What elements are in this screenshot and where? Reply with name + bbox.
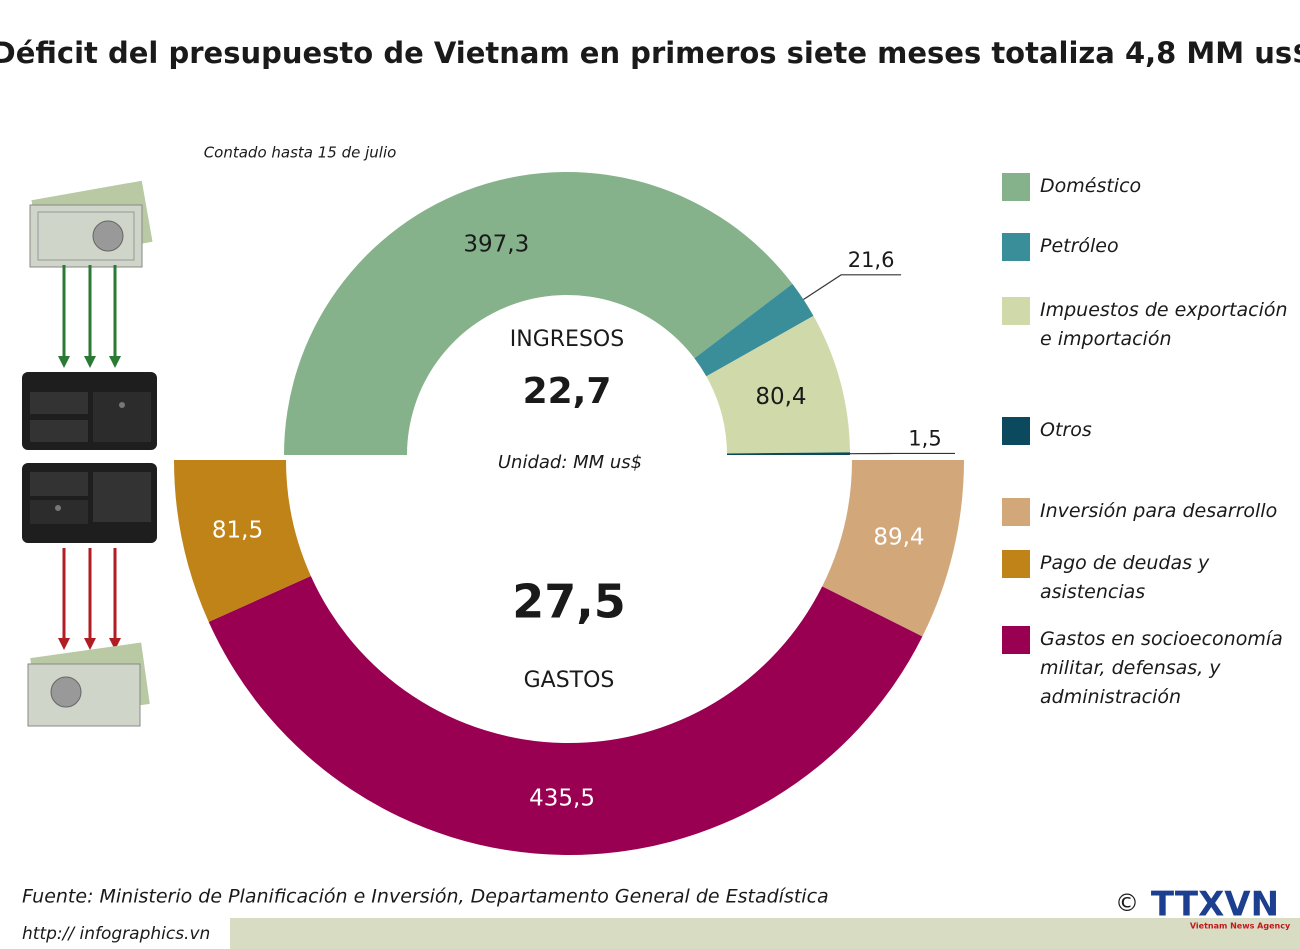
value-label: 397,3 [463, 232, 529, 258]
value-label: 81,5 [212, 518, 263, 544]
value-label: 80,4 [755, 384, 806, 410]
logo-subtitle: Vietnam News Agency [1190, 922, 1291, 931]
legend-swatch [1002, 173, 1030, 201]
legend-swatch [1002, 498, 1030, 526]
legend-item: Otros [1002, 416, 1292, 445]
value-label: 435,5 [529, 785, 595, 811]
footer-bar-left [0, 918, 230, 949]
donut-total: 22,7 [523, 371, 612, 412]
donut-title: GASTOS [524, 668, 615, 693]
legend-swatch [1002, 550, 1030, 578]
legend-item: Inversión para desarrollo [1002, 497, 1292, 526]
arrows-in [58, 265, 121, 368]
leader-line [803, 274, 902, 301]
donut-segment [208, 575, 923, 855]
title: Déficit del presupuesto de Vietnam en pr… [0, 36, 1300, 70]
unit: Unidad: MM us$ [498, 452, 642, 473]
arrows-out [58, 548, 121, 650]
value-label: 21,6 [848, 248, 895, 272]
legend-swatch [1002, 417, 1030, 445]
legend-item: Doméstico [1002, 172, 1292, 201]
legend-swatch [1002, 626, 1030, 654]
copyright: © [1115, 889, 1139, 917]
legend-item: Gastos en socioeconomía militar, defensa… [1002, 625, 1292, 712]
legend-label: Gastos en socioeconomía militar, defensa… [1040, 628, 1283, 708]
legend-item: Petróleo [1002, 232, 1292, 261]
legend-label: Doméstico [1040, 175, 1142, 197]
value-label: 89,4 [873, 524, 924, 550]
legend-label: Otros [1040, 419, 1092, 441]
donut-segment [822, 460, 964, 637]
donut-segment [706, 315, 850, 454]
donut-title: INGRESOS [510, 327, 624, 352]
donut-total: 27,5 [512, 575, 626, 629]
donut-segment [694, 283, 814, 377]
money-icon [27, 642, 150, 727]
legend-label: Pago de deudas y asistencias [1040, 552, 1210, 603]
source: Fuente: Ministerio de Planificación e In… [22, 886, 829, 908]
wallet-icon [22, 372, 157, 543]
legend-item: Impuestos de exportación e importación [1002, 296, 1292, 354]
money-icon [29, 180, 153, 268]
legend-label: Petróleo [1040, 235, 1119, 257]
value-label: 1,5 [908, 426, 941, 450]
donut-segment [726, 452, 850, 455]
url: http:// infographics.vn [22, 924, 210, 944]
note: Contado hasta 15 de julio [204, 144, 397, 162]
logo: TTXVN [1151, 885, 1279, 925]
legend-swatch [1002, 297, 1030, 325]
legend-item: Pago de deudas y asistencias [1002, 549, 1292, 607]
legend-swatch [1002, 233, 1030, 261]
legend-label: Inversión para desarrollo [1040, 500, 1278, 522]
donut-segment [174, 460, 311, 622]
donut-segment [284, 171, 793, 456]
legend-label: Impuestos de exportación e importación [1040, 299, 1288, 350]
